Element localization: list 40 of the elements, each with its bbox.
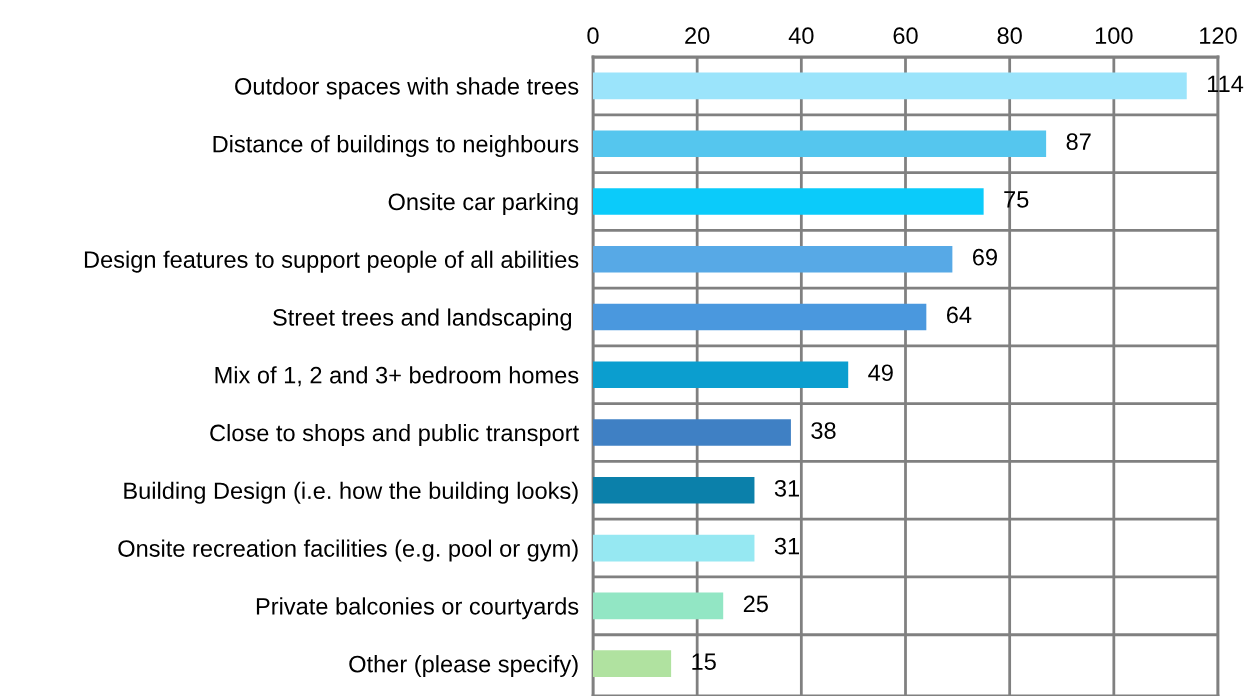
y-tick-label: Outdoor spaces with shade trees	[235, 77, 579, 100]
y-tick-label: Close to shops and public transport	[210, 423, 579, 446]
bar	[593, 188, 984, 215]
bar	[593, 477, 755, 504]
y-tick-label: Building Design (i.e. how the building looks)	[124, 481, 578, 504]
data-label: 31	[774, 479, 800, 497]
y-tick-label: Other (please specify)	[349, 655, 578, 678]
bar	[593, 303, 927, 331]
data-label: 114	[1207, 75, 1244, 92]
x-tick-label: 80	[997, 27, 1022, 44]
bar	[593, 419, 791, 446]
data-label: 87	[1066, 133, 1091, 150]
y-tick-label: Onsite recreation facilities (e.g. pool or gym)	[118, 539, 578, 562]
y-tick-label: Street trees and landscaping	[273, 308, 572, 331]
y-tick-label: Design features to support people of all abilities	[84, 250, 579, 273]
bar	[593, 72, 1187, 100]
x-tick-label: 60	[893, 27, 918, 44]
bar	[593, 534, 755, 562]
bar	[593, 245, 953, 273]
data-label: 69	[973, 248, 997, 266]
data-label: 64	[946, 306, 972, 324]
data-label: 25	[743, 595, 768, 613]
data-label: 15	[692, 653, 716, 670]
x-tick-label: 20	[685, 27, 710, 44]
bar	[593, 361, 849, 389]
x-tick-label: 120	[1200, 27, 1237, 44]
y-tick-label: Mix of 1, 2 and 3+ bedroom homes	[215, 366, 579, 387]
y-tick-label: Onsite car parking	[388, 192, 578, 215]
data-label: 38	[811, 422, 836, 439]
y-tick-label: Private balconies or courtyards	[256, 597, 579, 620]
x-tick-label: 100	[1095, 27, 1133, 44]
x-tick-label: 0	[587, 27, 599, 44]
bar	[593, 592, 724, 620]
y-tick-label: Distance of buildings to neighbours	[213, 135, 579, 158]
data-label: 49	[868, 364, 893, 382]
bar	[593, 130, 1047, 157]
x-tick-label: 40	[788, 27, 814, 44]
data-label: 75	[1004, 191, 1029, 208]
data-label: 31	[774, 537, 800, 555]
bar	[593, 650, 672, 677]
